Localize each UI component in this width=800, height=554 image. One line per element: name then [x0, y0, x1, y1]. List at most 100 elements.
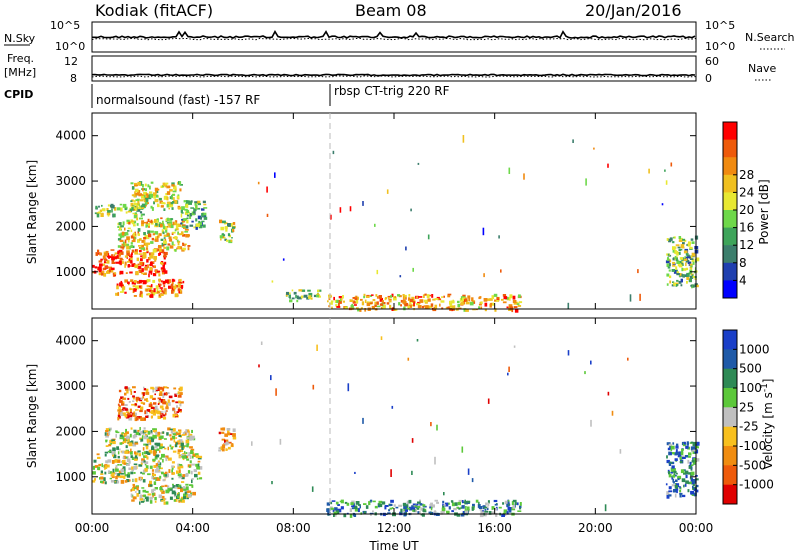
- scatter-cell: [178, 492, 180, 494]
- scatter-cell: [465, 302, 470, 305]
- scatter-cell: [184, 431, 187, 436]
- scatter-cell: [195, 218, 198, 222]
- scatter-cell: [116, 480, 120, 484]
- scatter-cell: [130, 451, 133, 455]
- scatter-cell: [120, 396, 124, 400]
- scatter-cell: [226, 239, 229, 242]
- scatter-cell: [168, 225, 171, 228]
- scatter-cell: [672, 261, 676, 264]
- scatter-cell: [376, 305, 381, 308]
- scatter-cell: [163, 237, 166, 239]
- scatter-cell: [177, 245, 181, 250]
- scatter-cell: [134, 251, 138, 255]
- scatter-cell: [112, 441, 116, 445]
- scatter-cell: [137, 181, 141, 186]
- scatter-cell: [685, 474, 688, 479]
- scatter-cell: [92, 471, 96, 475]
- scatter-cell: [122, 243, 126, 248]
- scatter-cell: [97, 266, 102, 271]
- scatter-cell: [122, 407, 126, 410]
- scatter-cell: [670, 467, 674, 472]
- scatter-cell: [419, 503, 422, 506]
- scatter-cell: [183, 218, 188, 221]
- scatter-cell: [124, 470, 126, 475]
- scatter-cell: [390, 295, 393, 298]
- scatter-cell: [129, 389, 132, 392]
- scatter-cell: [177, 487, 181, 490]
- scatter-cell: [149, 255, 154, 259]
- scatter-cell: [134, 184, 138, 187]
- scatter-cell: [161, 500, 163, 502]
- scatter-cell: [128, 460, 131, 464]
- scatter-cell: [295, 295, 297, 299]
- scatter-cell: [142, 252, 147, 256]
- scatter-cell: [389, 507, 393, 510]
- scatter-cell: [166, 191, 171, 195]
- scatter-cell: [117, 473, 120, 476]
- scatter-cell: [139, 217, 143, 220]
- scatter-cell: [155, 194, 159, 198]
- scatter-cell: [197, 471, 201, 475]
- scatter-cell: [130, 202, 134, 207]
- scatter-cell: [679, 456, 682, 460]
- scatter-cell: [430, 502, 433, 507]
- scatter-cell: [132, 486, 136, 489]
- scatter-cell: [121, 408, 124, 412]
- scatter-cell: [115, 292, 119, 296]
- scatter-cell: [456, 513, 461, 517]
- scatter-cell: [312, 384, 315, 390]
- scatter-cell: [430, 422, 432, 427]
- scatter-cell: [155, 269, 158, 274]
- scatter-cell: [136, 486, 139, 491]
- scatter-cell: [224, 433, 228, 437]
- scatter-cell: [511, 308, 514, 313]
- scatter-cell: [181, 218, 183, 221]
- scatter-cell: [161, 268, 166, 273]
- scatter-cell: [182, 432, 186, 435]
- scatter-cell: [139, 409, 143, 413]
- scatter-cell: [131, 466, 134, 471]
- colorbar-swatch: [723, 446, 737, 466]
- scatter-cell: [374, 304, 376, 307]
- scatter-cell: [604, 504, 607, 512]
- scatter-cell: [692, 275, 695, 278]
- scatter-cell: [116, 446, 119, 450]
- scatter-cell: [483, 273, 485, 278]
- scatter-cell: [395, 506, 399, 509]
- scatter-cell: [151, 446, 155, 450]
- scatter-cell: [143, 443, 147, 446]
- scatter-cell: [121, 412, 126, 416]
- scatter-cell: [181, 499, 185, 503]
- scatter-cell: [177, 223, 182, 227]
- scatter-cell: [126, 252, 130, 257]
- scatter-cell: [174, 486, 177, 489]
- scatter-cell: [168, 202, 172, 205]
- scatter-cell: [142, 479, 146, 483]
- scatter-cell: [171, 399, 175, 403]
- scatter-cell: [167, 457, 172, 461]
- freq-tick-top: 12: [64, 55, 78, 68]
- scatter-cell: [181, 434, 186, 436]
- scatter-cell: [677, 478, 680, 481]
- scatter-cell: [154, 469, 159, 473]
- scatter-cell: [130, 471, 134, 475]
- scatter-cell: [411, 438, 414, 443]
- scatter-cell: [338, 302, 340, 307]
- scatter-cell: [176, 195, 180, 199]
- scatter-cell: [218, 449, 221, 452]
- scatter-cell: [297, 295, 299, 300]
- scatter-cell: [169, 487, 172, 490]
- scatter-cell: [679, 275, 681, 278]
- scatter-cell: [224, 439, 229, 442]
- scatter-cell: [139, 501, 141, 505]
- scatter-cell: [691, 258, 695, 263]
- scatter-cell: [417, 501, 421, 504]
- scatter-cell: [668, 486, 672, 490]
- scatter-cell: [117, 455, 120, 459]
- scatter-cell: [139, 427, 141, 431]
- scatter-cell: [143, 272, 147, 275]
- scatter-cell: [134, 417, 138, 422]
- scatter-cell: [122, 456, 125, 459]
- scatter-cell: [167, 399, 170, 403]
- scatter-cell: [298, 289, 303, 292]
